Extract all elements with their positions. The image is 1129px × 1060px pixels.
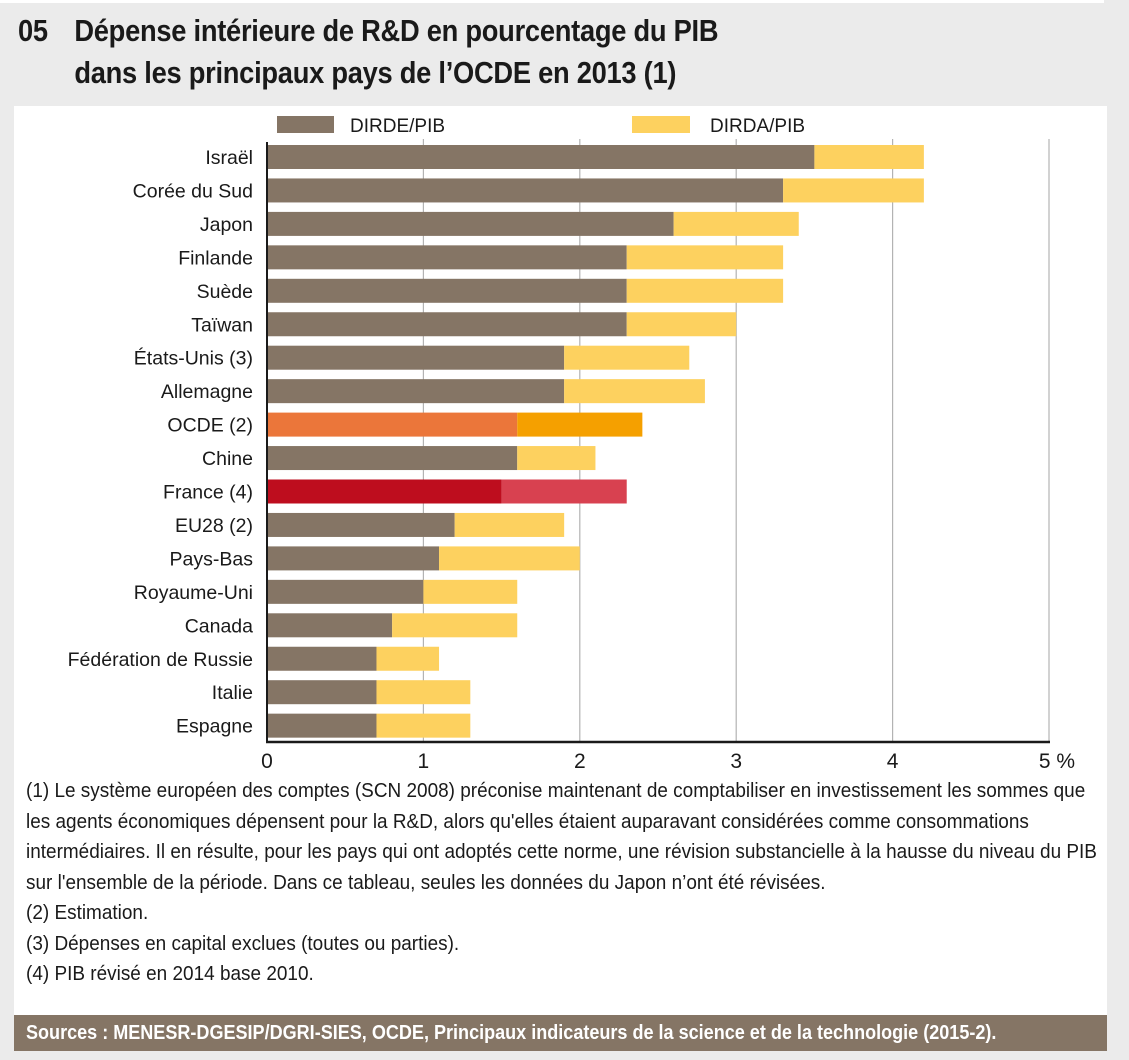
footnote-4: (4) PIB révisé en 2014 base 2010.: [26, 962, 314, 985]
title-text-1: Dépense intérieure de R&D en pourcentage…: [74, 13, 719, 48]
footnotes: (1) Le système européen des comptes (SCN…: [26, 776, 1097, 990]
bar-dirda-suede: [626, 278, 784, 303]
category-label: Italie: [212, 682, 253, 704]
figure-number: 05: [18, 13, 48, 48]
figure-title: 05 Dépense intérieure de R&D en pourcenta…: [18, 10, 719, 94]
bar-dirda-canada: [392, 613, 518, 638]
bar-dirda-chine: [517, 446, 596, 471]
category-label: Suède: [197, 281, 253, 303]
bar-dirda-taiwan: [626, 312, 737, 337]
category-label: Fédération de Russie: [68, 649, 253, 671]
bar-dirda-espagne: [376, 713, 471, 738]
bar-dirda-italie: [376, 680, 471, 705]
bar-dirde-taiwan: [267, 312, 627, 337]
gridlines: [422, 139, 1050, 742]
legend-swatch-dirda: [632, 116, 690, 133]
x-tick-label: 0: [261, 750, 273, 773]
bar-dirde-allemagne: [267, 379, 565, 404]
bar-dirde-finlande: [267, 245, 627, 270]
sources-text: Sources : MENESR-DGESIP/DGRI-SIES, OCDE,…: [26, 1021, 997, 1044]
bar-dirda-allemagne: [564, 379, 705, 404]
bar-dirde-pays-bas: [267, 546, 440, 571]
x-tick-label: 2: [574, 750, 586, 773]
axes: [266, 142, 1050, 744]
bar-dirda-pays-bas: [439, 546, 580, 571]
category-label: Allemagne: [161, 381, 253, 403]
category-label: Israël: [205, 147, 253, 169]
category-label: Pays-Bas: [170, 548, 254, 570]
category-label: France (4): [163, 482, 253, 504]
category-label: Chine: [202, 448, 253, 470]
bar-dirde-coree-du-sud: [267, 178, 784, 203]
category-label: Espagne: [176, 716, 253, 738]
bar-dirde-eu28-2: [267, 512, 455, 537]
sources-bar: Sources : MENESR-DGESIP/DGRI-SIES, OCDE,…: [14, 1015, 1107, 1051]
bar-dirda-royaume-uni: [423, 579, 518, 604]
legend-swatch-dirde: [277, 116, 334, 133]
x-tick-label: 4: [887, 750, 899, 773]
category-label: Royaume-Uni: [134, 582, 253, 604]
bars: [267, 145, 924, 738]
legend-label-dirda: DIRDA/PIB: [710, 116, 805, 137]
footnote-2: (2) Estimation.: [26, 901, 149, 924]
bar-dirde-espagne: [267, 713, 377, 738]
bar-dirda-japon: [673, 211, 799, 236]
bar-dirda-ocde-2: [517, 412, 643, 437]
x-tick-label: 3: [730, 750, 742, 773]
bar-dirde-federation-de-russie: [267, 646, 377, 671]
category-label: Corée du Sud: [133, 180, 253, 202]
bar-dirde-canada: [267, 613, 393, 638]
category-label: Taïwan: [191, 314, 253, 336]
bar-dirda-israel: [814, 145, 924, 169]
bar-dirde-suede: [267, 278, 627, 303]
bar-dirde-royaume-uni: [267, 579, 424, 604]
bar-dirde-france-4: [267, 479, 502, 504]
category-label: États-Unis (3): [134, 347, 253, 370]
category-label: Finlande: [178, 247, 253, 269]
category-label: Japon: [200, 214, 253, 236]
legend-label-dirde: DIRDE/PIB: [350, 116, 445, 137]
bar-dirda-coree-du-sud: [783, 178, 924, 203]
legend: DIRDE/PIB DIRDA/PIB: [277, 116, 805, 137]
bar-dirde-ocde-2: [267, 412, 518, 437]
bar-dirda-finlande: [626, 245, 784, 270]
bar-dirda-federation-de-russie: [376, 646, 440, 671]
footnote-3: (3) Dépenses en capital exclues (toutes …: [26, 931, 460, 955]
bar-dirda-france-4: [501, 479, 627, 504]
bar-dirde-etats-unis-3: [267, 345, 565, 370]
footnote-1: (1) Le système européen des comptes (SCN…: [26, 779, 1097, 894]
bar-dirde-japon: [267, 211, 674, 236]
category-label: OCDE (2): [167, 415, 253, 437]
category-label: EU28 (2): [175, 515, 253, 537]
category-label: Canada: [185, 615, 253, 637]
bar-dirde-israel: [267, 145, 815, 169]
category-labels: Israël Corée du Sud Japon Finlande Suède Taïw…: [68, 147, 254, 738]
bar-chart: DIRDE/PIB DIRDA/PIB Israël Corée du Sud Ja…: [68, 116, 1075, 773]
title-line-2: dans les principaux pays de l’OCDE en 20…: [74, 55, 677, 90]
chart-panel: DIRDE/PIB DIRDA/PIB Israël Corée du Sud Ja…: [14, 106, 1107, 1015]
bar-dirde-italie: [267, 680, 377, 705]
top-strip: [0, 0, 1104, 3]
bar-dirda-etats-unis-3: [564, 345, 690, 370]
title-line-1: 05 Dépense intérieure de R&D en pourcenta…: [18, 10, 719, 52]
bar-dirda-eu28-2: [454, 512, 565, 537]
x-tick-label: 1: [418, 750, 430, 773]
tick-labels: 0 1 2 3 4 5 %: [261, 750, 1075, 773]
x-tick-label: 5 %: [1039, 750, 1075, 773]
bar-dirde-chine: [267, 446, 518, 471]
